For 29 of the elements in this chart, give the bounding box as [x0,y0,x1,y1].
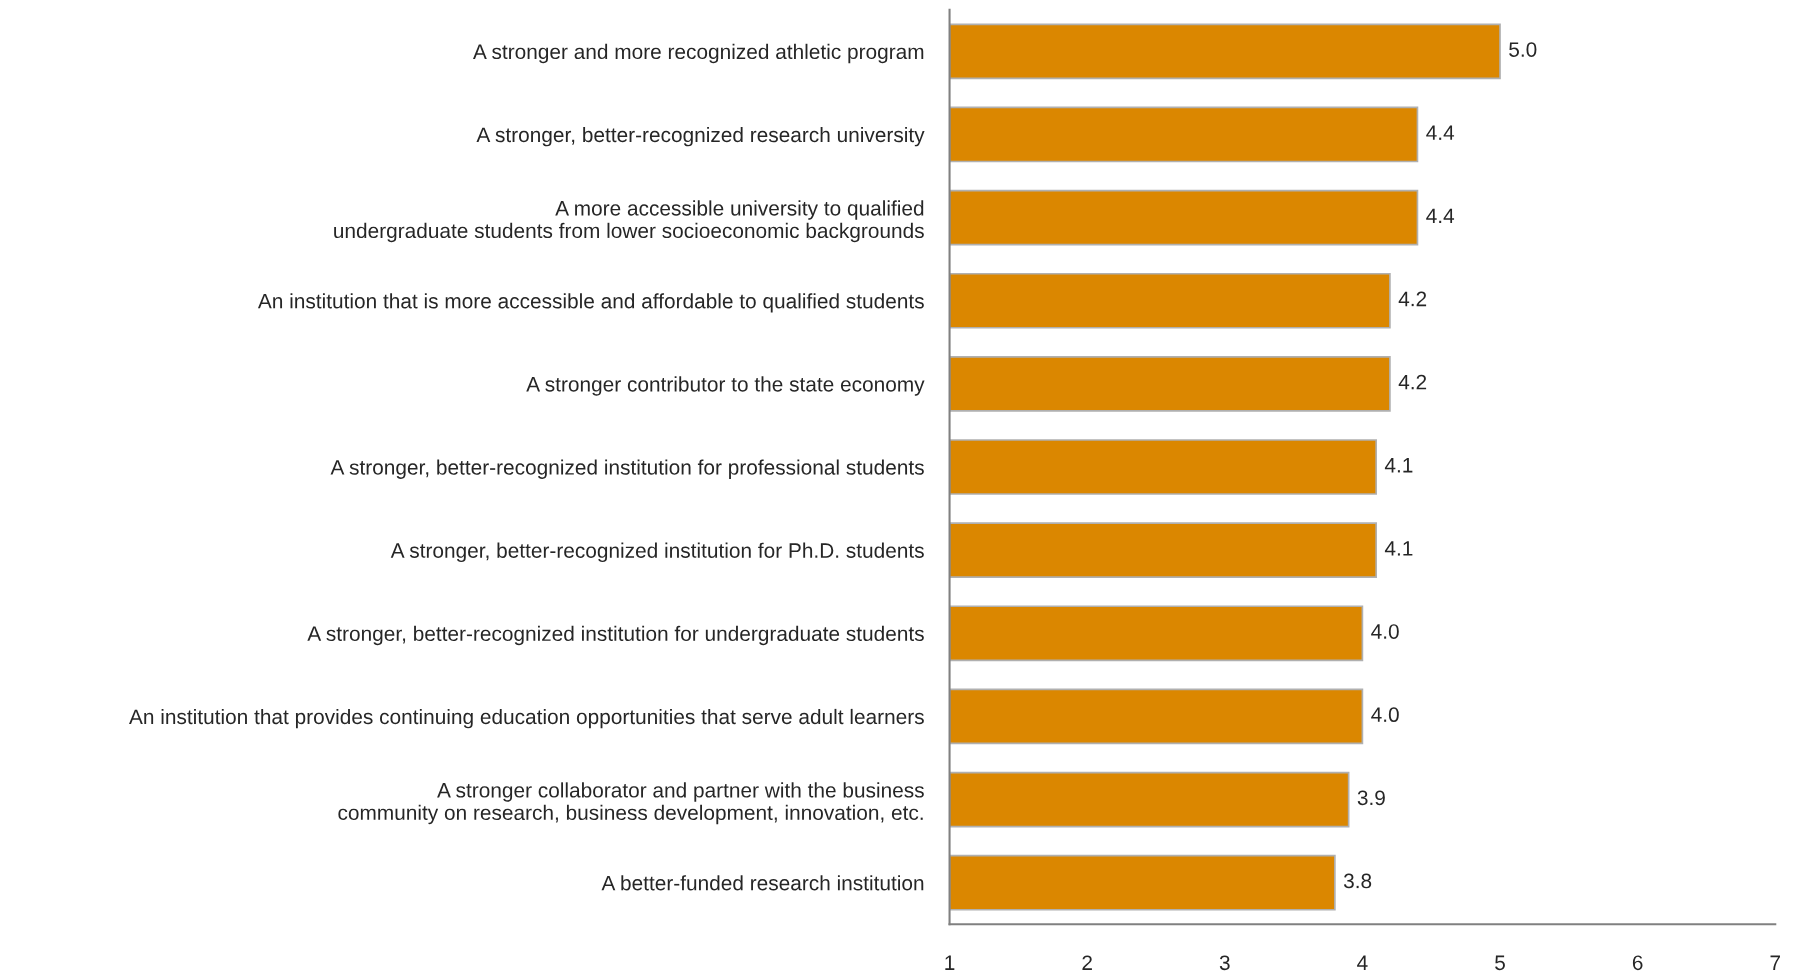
x-tick-label: 6 [1632,955,1643,971]
data-label: 3.8 [1343,873,1372,889]
y-tick-label: A stronger, better-recognized research university [476,126,925,147]
x-tick-label: 1 [945,955,955,970]
x-tick-label: 7 [1770,955,1780,970]
y-tick-label: A stronger, better-recognized institution for undergraduate students [307,625,924,646]
data-label: 5.0 [1509,42,1537,57]
y-tick-label: A stronger, better-recognized institution for Ph.D. students [390,542,924,563]
y-tick-label: A better-funded research institution [601,875,924,891]
data-label: 4.4 [1426,125,1455,140]
x-tick-label: 4 [1357,955,1368,970]
x-tick-label: 2 [1082,955,1092,970]
y-tick-label: An institution that is more accessible and affordable to qualified students [257,293,924,313]
y-tick-label: A stronger collaborator and partner with the business community on research, business development, innovation, etc. [338,782,924,825]
y-tick-label: A stronger and more recognized athletic program [473,43,924,64]
y-tick-label: A more accessible university to qualified undergraduate students from lower socioeconomic backgrounds [334,200,924,243]
data-label: 4.1 [1384,458,1413,473]
data-label: 4.0 [1371,624,1399,639]
y-tick-label: A stronger contributor to the state economy [526,376,925,396]
y-tick-label: A stronger, better-recognized institution for professional students [330,459,924,479]
data-label: 3.9 [1357,790,1385,806]
data-label: 4.2 [1398,374,1427,390]
y-tick-label: An institution that provides continuing education opportunities that serve adult learners [129,708,924,729]
x-tick-label: 3 [1219,955,1230,971]
data-label: 4.1 [1384,541,1413,556]
data-label: 4.2 [1398,291,1427,307]
x-tick-label: 5 [1495,955,1505,971]
data-label: 4.0 [1371,707,1399,723]
data-label: 4.4 [1426,208,1455,223]
